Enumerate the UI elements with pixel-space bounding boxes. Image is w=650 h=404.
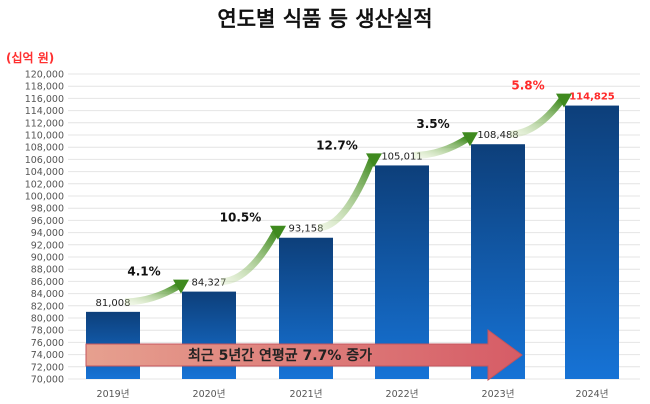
value-label: 105,011 bbox=[381, 151, 422, 162]
y-tick-label: 118,000 bbox=[25, 82, 64, 93]
value-label: 114,825 bbox=[569, 92, 615, 103]
y-tick-label: 112,000 bbox=[25, 118, 64, 129]
y-tick-label: 80,000 bbox=[31, 314, 64, 325]
growth-arrow bbox=[317, 158, 376, 232]
growth-label: 12.7% bbox=[316, 138, 358, 152]
y-tick-label: 82,000 bbox=[31, 301, 64, 312]
x-tick-label: 2022년 bbox=[386, 389, 419, 400]
y-tick-label: 72,000 bbox=[31, 362, 64, 373]
x-tick-label: 2021년 bbox=[290, 389, 323, 400]
trend-arrow bbox=[85, 329, 523, 381]
value-label: 81,008 bbox=[96, 298, 131, 309]
trend-annotation: 최근 5년간 연평균 7.7% 증가 bbox=[188, 347, 372, 364]
value-label: 84,327 bbox=[192, 278, 227, 289]
x-tick-label: 2019년 bbox=[97, 389, 130, 400]
x-tick-label: 2024년 bbox=[576, 389, 609, 400]
growth-arrowhead bbox=[462, 132, 478, 147]
y-tick-label: 90,000 bbox=[31, 253, 64, 264]
growth-label: 10.5% bbox=[220, 211, 262, 225]
growth-arrowhead bbox=[173, 279, 189, 294]
y-tick-label: 110,000 bbox=[25, 131, 64, 142]
growth-arrowhead bbox=[366, 153, 382, 168]
growth-arrowhead bbox=[556, 93, 572, 108]
y-tick-label: 120,000 bbox=[25, 70, 64, 81]
y-tick-label: 108,000 bbox=[25, 143, 64, 154]
y-tick-label: 70,000 bbox=[31, 375, 64, 386]
growth-arrow bbox=[509, 97, 565, 138]
y-tick-label: 74,000 bbox=[31, 350, 64, 361]
y-tick-label: 104,000 bbox=[25, 167, 64, 178]
growth-arrow bbox=[220, 230, 280, 286]
growth-arrowhead bbox=[270, 225, 286, 240]
growth-label: 4.1% bbox=[127, 265, 160, 279]
x-tick-label: 2020년 bbox=[193, 389, 226, 400]
y-tick-label: 100,000 bbox=[25, 192, 64, 203]
y-tick-label: 94,000 bbox=[31, 228, 64, 239]
unit-label: (십억 원) bbox=[6, 50, 54, 65]
y-tick-label: 78,000 bbox=[31, 326, 64, 337]
growth-label: 3.5% bbox=[416, 117, 449, 131]
bar bbox=[375, 165, 429, 379]
y-tick-label: 106,000 bbox=[25, 155, 64, 166]
value-label: 108,488 bbox=[477, 130, 518, 141]
value-label: 93,158 bbox=[289, 224, 324, 235]
growth-label: 5.8% bbox=[511, 79, 544, 93]
y-tick-label: 116,000 bbox=[25, 94, 64, 105]
y-tick-label: 86,000 bbox=[31, 277, 64, 288]
growth-arrow bbox=[413, 135, 470, 159]
y-tick-label: 84,000 bbox=[31, 289, 64, 300]
y-tick-label: 96,000 bbox=[31, 216, 64, 227]
y-tick-label: 92,000 bbox=[31, 240, 64, 251]
chart-title: 연도별 식품 등 생산실적 bbox=[217, 7, 432, 31]
x-tick-label: 2023년 bbox=[482, 389, 515, 400]
y-tick-label: 88,000 bbox=[31, 265, 64, 276]
y-tick-label: 102,000 bbox=[25, 179, 64, 190]
bar bbox=[565, 105, 619, 379]
y-tick-label: 114,000 bbox=[25, 106, 64, 117]
y-tick-label: 98,000 bbox=[31, 204, 64, 215]
y-tick-label: 76,000 bbox=[31, 338, 64, 349]
growth-arrow bbox=[124, 282, 181, 306]
